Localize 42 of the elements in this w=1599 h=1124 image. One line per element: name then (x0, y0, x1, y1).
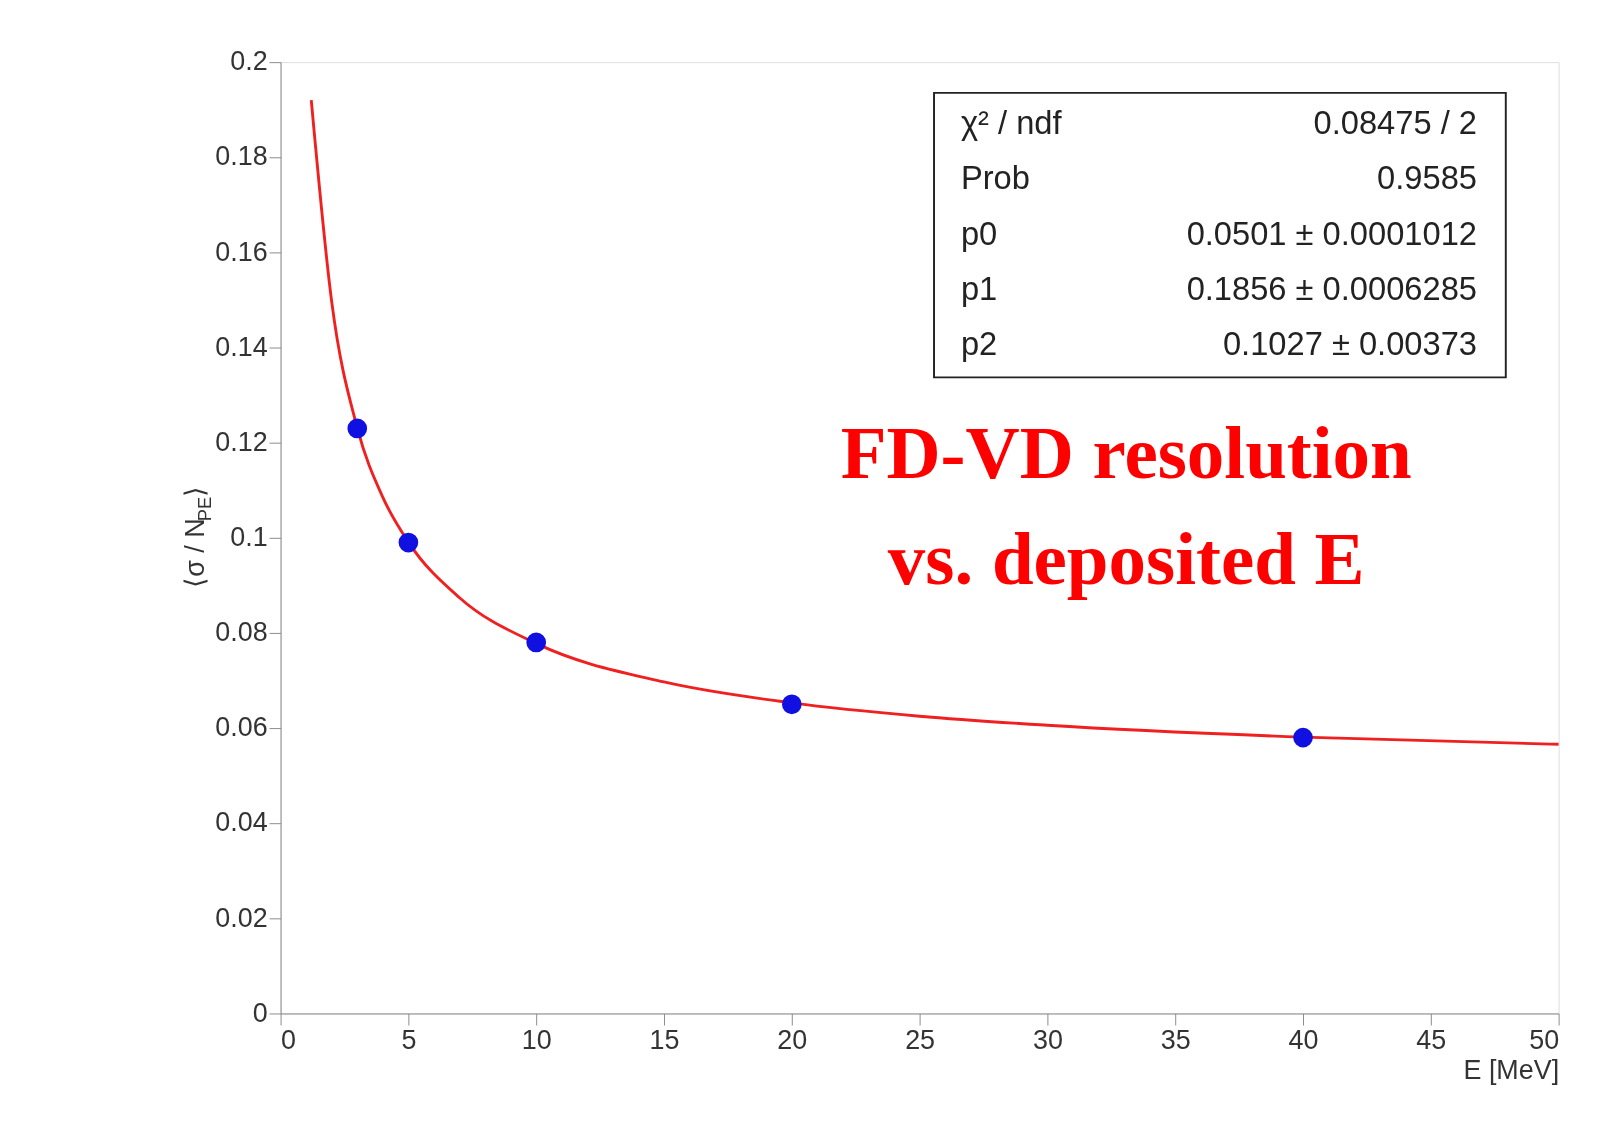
y-tick-label: 0.02 (215, 902, 268, 933)
annotation: 0.1027 ± 0.00373 (1222, 325, 1477, 363)
y-tick-label: 0.1 (230, 521, 268, 552)
x-axis-title: E [MeV] (1463, 1055, 1560, 1086)
y-axis-title: ⟨σ / NPE⟩ (179, 485, 216, 588)
annotation: Prob (960, 159, 1030, 197)
annotation: vs. deposited E (887, 516, 1365, 600)
point (781, 694, 802, 715)
x-tick-label: 40 (1288, 1024, 1319, 1055)
annotation: FD-VD resolution (840, 411, 1412, 495)
line-series (309, 98, 1561, 746)
x-tick-label: 25 (905, 1024, 936, 1055)
annotation: 0.08475 / 2 (1313, 104, 1477, 142)
annotation: p0 (960, 214, 998, 252)
x-tick-label: 45 (1416, 1024, 1447, 1055)
x-tick-label: 0 (281, 1024, 297, 1055)
annotation: 0.9585 (1377, 159, 1477, 197)
x-tick-label: 50 (1529, 1024, 1560, 1055)
point (1293, 727, 1313, 748)
annotation: p2 (960, 325, 998, 363)
x-tick-label: 35 (1160, 1024, 1191, 1055)
y-tick-label: 0.04 (215, 807, 268, 838)
y-tick-label: 0.16 (215, 236, 268, 267)
annotation: 0.1856 ± 0.0006285 (1186, 269, 1477, 307)
y-tick-label: 0.18 (215, 141, 268, 172)
y-tick-label: 0.12 (215, 426, 268, 457)
point (526, 632, 547, 653)
x-tick-label: 20 (777, 1024, 808, 1055)
annotation: p1 (960, 269, 998, 307)
y-tick-label: 0.2 (230, 46, 268, 77)
annotation: 0.0501 ± 0.0001012 (1186, 214, 1477, 252)
point (347, 418, 368, 439)
y-tick-label: 0.08 (215, 617, 268, 648)
x-tick-label: 15 (649, 1024, 680, 1055)
y-tick-label: 0 (252, 997, 268, 1028)
x-tick-label: 5 (401, 1024, 417, 1055)
x-tick-label: 10 (521, 1024, 552, 1055)
point (398, 532, 419, 553)
y-tick-label: 0.06 (215, 712, 268, 743)
y-tick-label: 0.14 (215, 331, 268, 362)
x-tick-label: 30 (1032, 1024, 1063, 1055)
annotation: χ² / ndf (960, 104, 1063, 142)
